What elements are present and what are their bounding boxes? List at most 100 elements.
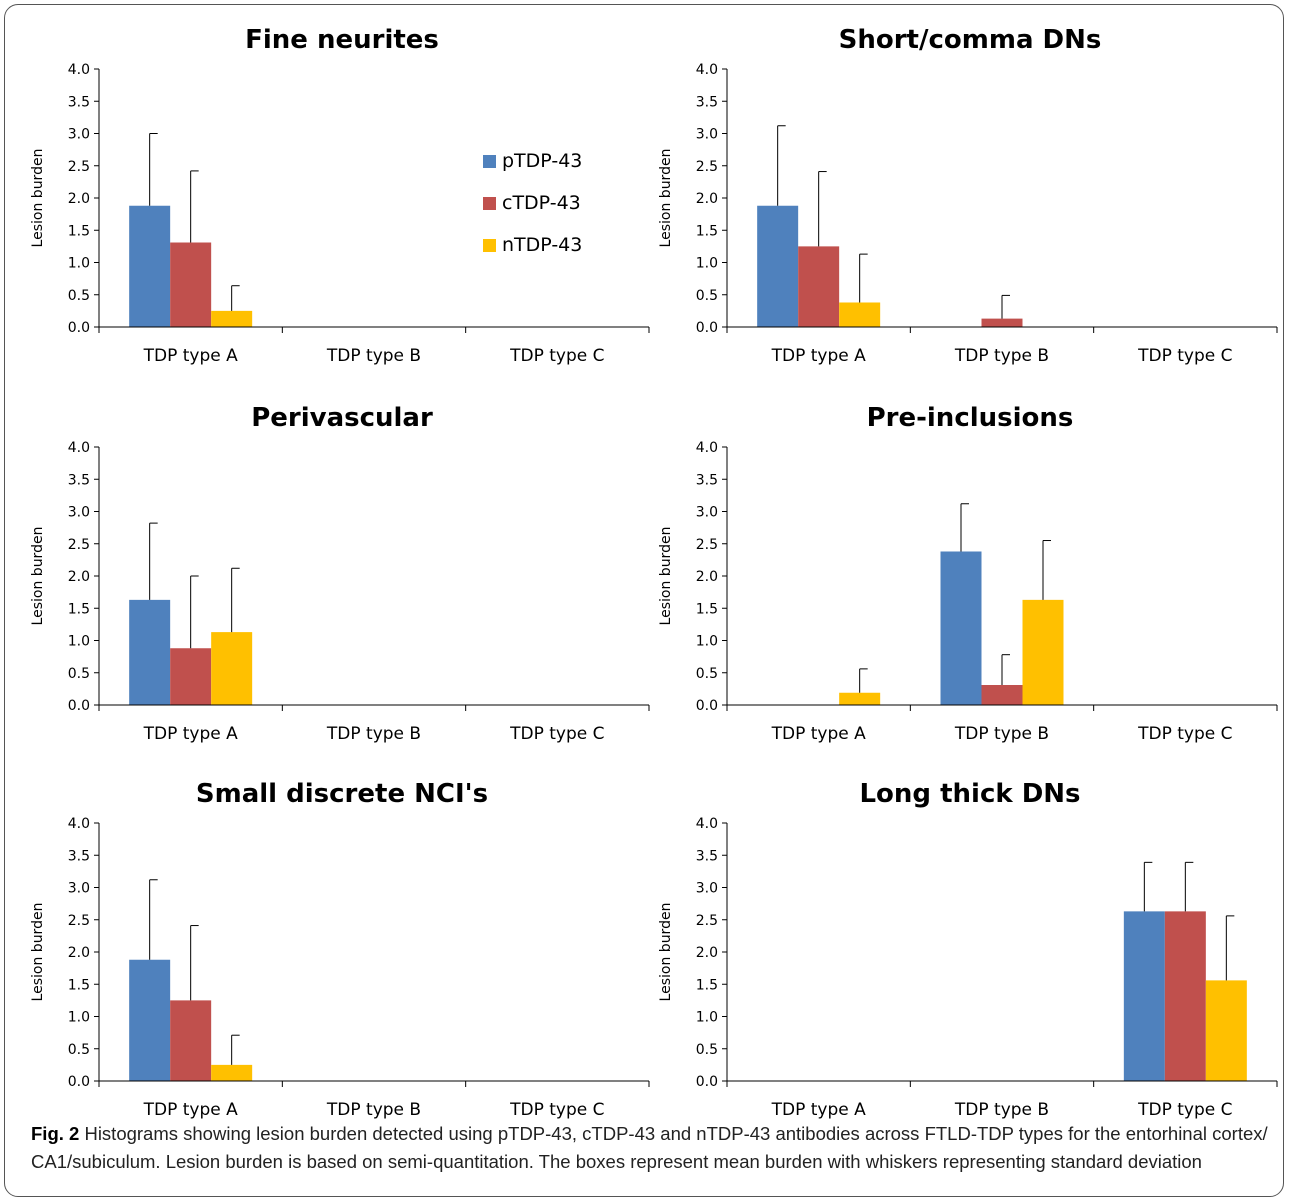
legend-swatch bbox=[483, 196, 496, 210]
legend-swatch bbox=[483, 154, 496, 168]
panel-perivascular: Perivascular Lesion burden 0.0 0.5 1.0 1.5 2.… bbox=[27, 403, 657, 781]
bar-ntdp-43 bbox=[1022, 599, 1064, 705]
y-axis-label: Lesion burden bbox=[658, 903, 674, 1002]
y-tick-label: 0.5 bbox=[696, 1042, 718, 1058]
panel-title: Small discrete NCI's bbox=[195, 779, 489, 809]
y-tick-label: 2.5 bbox=[68, 537, 90, 553]
legend-item-ptdp43: pTDP-43 bbox=[483, 140, 582, 182]
bar-chart-small-discrete-ncis: Lesion burden 0.0 0.5 1.0 1.5 2.0 2.5 3.0 3.5 4.0… bbox=[30, 816, 650, 1120]
y-tick-label: 2.0 bbox=[68, 191, 90, 207]
y-axis-label: Lesion burden bbox=[30, 149, 46, 248]
caption-label: Fig. 2 bbox=[31, 1123, 80, 1144]
y-tick-label: 0.0 bbox=[696, 1074, 718, 1090]
y-tick-label: 4.0 bbox=[68, 816, 90, 832]
y-tick-label: 0.0 bbox=[68, 1074, 90, 1090]
legend-item-ntdp43: nTDP-43 bbox=[483, 224, 582, 266]
y-tick-label: 1.0 bbox=[696, 634, 718, 650]
y-tick-label: 1.5 bbox=[68, 977, 90, 993]
y-tick-label: 1.5 bbox=[696, 601, 718, 617]
y-tick-label: 3.5 bbox=[696, 848, 718, 864]
y-tick-label: 0.0 bbox=[68, 698, 90, 714]
legend-label: cTDP-43 bbox=[502, 192, 581, 214]
y-axis-label: Lesion burden bbox=[30, 903, 46, 1002]
y-tick-label: 1.0 bbox=[68, 634, 90, 650]
x-tick-label: TDP type B bbox=[326, 1100, 421, 1120]
bar-ctdp-43 bbox=[170, 1000, 212, 1081]
y-tick-label: 3.0 bbox=[696, 505, 718, 521]
bar-ctdp-43 bbox=[170, 242, 212, 327]
y-tick-label: 2.0 bbox=[696, 569, 718, 585]
x-tick-label: TDP type C bbox=[509, 1100, 604, 1120]
bar-ntdp-43 bbox=[211, 632, 253, 705]
x-tick-label: TDP type C bbox=[509, 724, 604, 744]
y-tick-label: 4.0 bbox=[68, 440, 90, 456]
y-axis-label: Lesion burden bbox=[30, 527, 46, 626]
y-tick-label: 1.5 bbox=[68, 223, 90, 239]
bar-ntdp-43 bbox=[211, 1064, 253, 1081]
bar-ctdp-43 bbox=[981, 685, 1023, 705]
y-tick-label: 0.5 bbox=[68, 1042, 90, 1058]
y-tick-label: 3.0 bbox=[696, 881, 718, 897]
x-tick-label: TDP type C bbox=[1137, 724, 1232, 744]
x-tick-label: TDP type A bbox=[771, 724, 867, 744]
y-axis-label: Lesion burden bbox=[658, 527, 674, 626]
y-tick-label: 2.5 bbox=[68, 159, 90, 175]
y-tick-label: 0.0 bbox=[696, 698, 718, 714]
x-tick-label: TDP type A bbox=[143, 724, 239, 744]
y-tick-label: 2.5 bbox=[68, 913, 90, 929]
figure-caption: Fig. 2 Histograms showing lesion burden … bbox=[31, 1120, 1271, 1176]
y-tick-label: 0.5 bbox=[68, 666, 90, 682]
y-axis-label: Lesion burden bbox=[658, 149, 674, 248]
bar-ntdp-43 bbox=[839, 302, 881, 327]
legend-item-ctdp43: cTDP-43 bbox=[483, 182, 582, 224]
y-tick-label: 1.5 bbox=[696, 223, 718, 239]
x-tick-label: TDP type A bbox=[143, 1100, 239, 1120]
y-tick-label: 3.5 bbox=[696, 94, 718, 110]
bar-chart-perivascular: Lesion burden 0.0 0.5 1.0 1.5 2.0 2.5 3.0 3.5 4.0… bbox=[30, 440, 650, 744]
y-tick-label: 3.0 bbox=[696, 127, 718, 143]
caption-text: Histograms showing lesion burden detecte… bbox=[31, 1123, 1268, 1172]
bar-ptdp-43 bbox=[129, 959, 171, 1081]
x-tick-label: TDP type B bbox=[954, 1100, 1049, 1120]
legend-label: nTDP-43 bbox=[502, 234, 583, 256]
y-tick-label: 2.0 bbox=[696, 191, 718, 207]
bar-ntdp-43 bbox=[839, 692, 881, 705]
x-tick-label: TDP type A bbox=[771, 346, 867, 366]
y-tick-label: 0.5 bbox=[696, 288, 718, 304]
y-tick-label: 3.0 bbox=[68, 881, 90, 897]
bar-chart-short-comma-dns: Lesion burden 0.0 0.5 1.0 1.5 2.0 2.5 3.0 3.5 4.0… bbox=[658, 62, 1278, 366]
bar-ctdp-43 bbox=[1164, 911, 1206, 1081]
y-tick-label: 2.5 bbox=[696, 913, 718, 929]
y-tick-label: 1.5 bbox=[696, 977, 718, 993]
bar-ctdp-43 bbox=[981, 318, 1023, 327]
panel-long-thick-dns: Long thick DNs Lesion burden 0.0 0.5 1.0 1.5… bbox=[655, 779, 1283, 1157]
x-tick-label: TDP type A bbox=[771, 1100, 867, 1120]
y-tick-label: 3.0 bbox=[68, 127, 90, 143]
y-tick-label: 4.0 bbox=[696, 816, 718, 832]
bar-ntdp-43 bbox=[1205, 980, 1247, 1081]
x-tick-label: TDP type C bbox=[1137, 346, 1232, 366]
panel-pre-inclusions: Pre-inclusions Lesion burden 0.0 0.5 1.0 1.5… bbox=[655, 403, 1283, 781]
y-tick-label: 1.0 bbox=[68, 1010, 90, 1026]
bar-ptdp-43 bbox=[129, 205, 171, 327]
y-tick-label: 1.0 bbox=[68, 256, 90, 272]
x-tick-label: TDP type C bbox=[1137, 1100, 1232, 1120]
legend-label: pTDP-43 bbox=[502, 150, 583, 172]
x-tick-label: TDP type B bbox=[326, 346, 421, 366]
y-tick-label: 3.0 bbox=[68, 505, 90, 521]
panel-title: Perivascular bbox=[251, 403, 433, 433]
bar-ctdp-43 bbox=[170, 648, 212, 705]
y-tick-label: 2.0 bbox=[68, 945, 90, 961]
y-tick-label: 4.0 bbox=[68, 62, 90, 78]
y-tick-label: 2.0 bbox=[68, 569, 90, 585]
y-tick-label: 4.0 bbox=[696, 440, 718, 456]
bar-chart-long-thick-dns: Lesion burden 0.0 0.5 1.0 1.5 2.0 2.5 3.0 3.5 4.0… bbox=[658, 816, 1278, 1120]
x-tick-label: TDP type A bbox=[143, 346, 239, 366]
x-tick-label: TDP type C bbox=[509, 346, 604, 366]
y-tick-label: 0.0 bbox=[68, 320, 90, 336]
y-tick-label: 2.0 bbox=[696, 945, 718, 961]
legend-swatch bbox=[483, 238, 496, 252]
y-tick-label: 3.5 bbox=[68, 472, 90, 488]
y-tick-label: 1.5 bbox=[68, 601, 90, 617]
legend: pTDP-43 cTDP-43 nTDP-43 bbox=[483, 140, 582, 266]
